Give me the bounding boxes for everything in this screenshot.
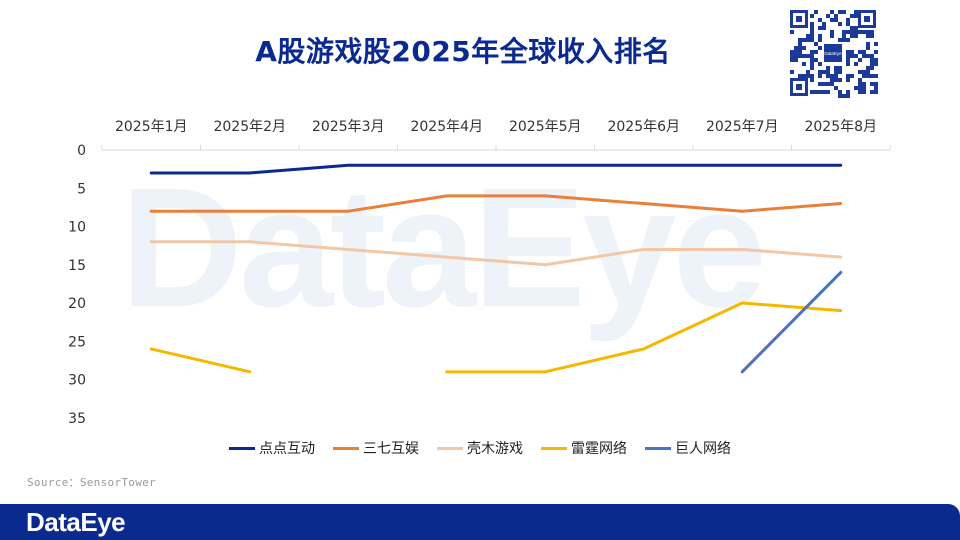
y-tick-label: 20 (68, 296, 86, 312)
legend-item: 壳木游戏 (437, 438, 523, 458)
legend-label: 巨人网络 (675, 441, 731, 457)
x-tick-label: 2025年1月 (115, 119, 188, 135)
y-tick-label: 0 (77, 143, 86, 159)
legend-item: 三七互娱 (333, 438, 419, 458)
qr-code-icon: DataEye (788, 8, 878, 98)
legend-label: 雷霆网络 (571, 441, 627, 457)
legend-swatch (645, 446, 671, 450)
footer-bar: DataEye (0, 504, 960, 540)
legend: 点点互动 三七互娱 壳木游戏 雷霆网络 巨人网络 (0, 438, 960, 458)
x-tick-label: 2025年2月 (213, 119, 286, 135)
x-tick-label: 2025年6月 (607, 119, 680, 135)
y-tick-label: 30 (68, 373, 86, 389)
legend-item: 雷霆网络 (541, 438, 627, 458)
source-note: Source：SensorTower (27, 476, 156, 489)
legend-label: 壳木游戏 (467, 441, 523, 457)
y-tick-label: 35 (68, 411, 86, 427)
qr-center-text: DataEye (824, 51, 842, 56)
legend-item: 点点互动 (229, 438, 315, 458)
series-line-4 (445, 301, 843, 374)
brand-logo: DataEye (26, 507, 126, 537)
legend-swatch (333, 446, 359, 450)
series-line-3 (149, 240, 843, 267)
y-tick-label: 10 (68, 220, 86, 236)
legend-swatch (437, 446, 463, 450)
legend-swatch (541, 446, 567, 450)
legend-item: 巨人网络 (645, 438, 731, 458)
x-tick-label: 2025年3月 (312, 119, 385, 135)
y-tick-label: 15 (68, 258, 86, 274)
x-tick-label: 2025年7月 (706, 119, 779, 135)
x-tick-label: 2025年8月 (804, 119, 877, 135)
series-line-2 (149, 194, 843, 213)
series-line-5 (740, 270, 843, 374)
legend-label: 点点互动 (259, 441, 315, 457)
x-tick-label: 2025年4月 (410, 119, 483, 135)
legend-label: 三七互娱 (363, 441, 419, 457)
legend-swatch (229, 446, 255, 450)
series-line-1 (149, 163, 843, 175)
series-line-4 (149, 347, 252, 374)
chart-title: A股游戏股2025年全球收入排名 (255, 35, 671, 68)
x-tick-label: 2025年5月 (509, 119, 582, 135)
y-tick-label: 5 (77, 181, 86, 197)
y-tick-label: 25 (68, 334, 86, 350)
